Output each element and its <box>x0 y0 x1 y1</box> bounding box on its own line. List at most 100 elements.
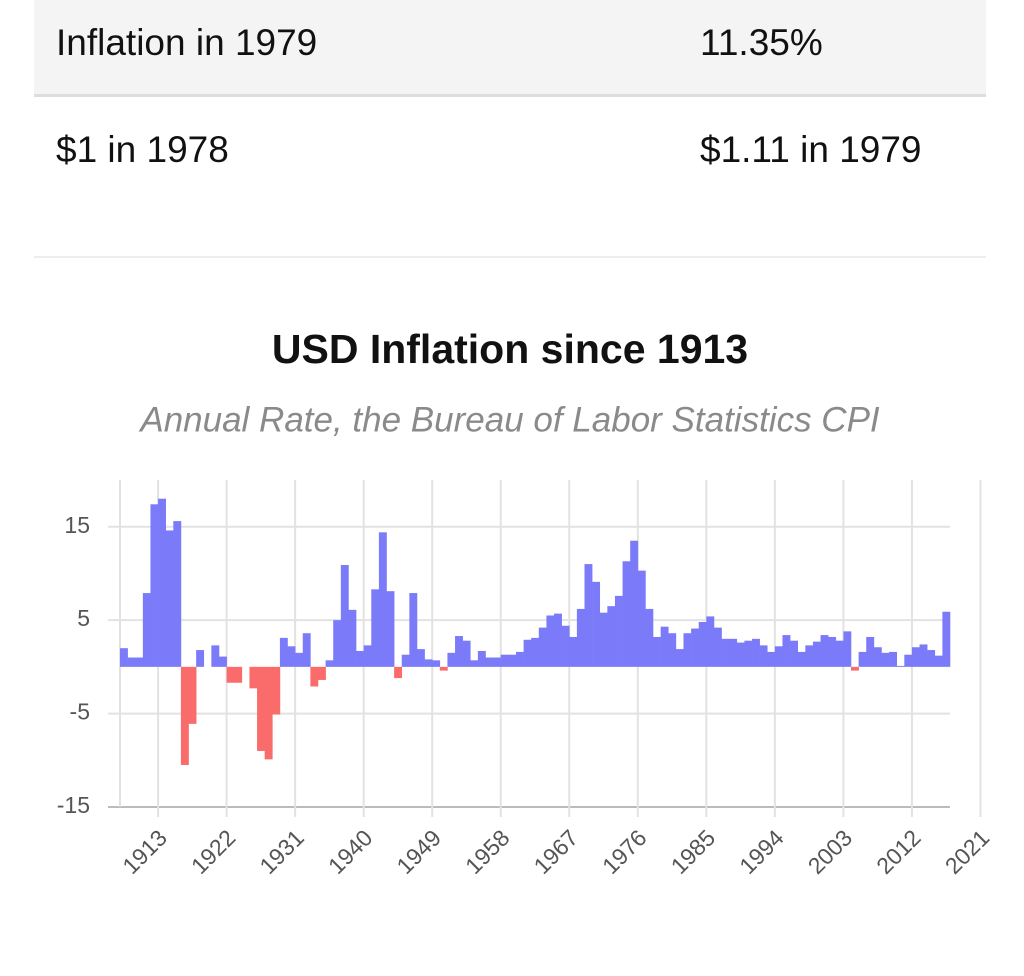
bar <box>135 657 144 667</box>
bar <box>150 504 159 667</box>
bar <box>919 644 928 667</box>
x-tick-label: 1958 <box>460 824 515 879</box>
bar <box>942 611 951 667</box>
bar <box>660 626 669 667</box>
x-tick-label: 2003 <box>803 824 858 879</box>
bar <box>576 608 585 667</box>
bar <box>180 666 189 765</box>
bar <box>211 645 220 667</box>
bar <box>873 647 882 667</box>
bar <box>371 589 380 667</box>
bar <box>272 666 281 715</box>
cell: Inflation in 1979 <box>56 22 318 63</box>
bar <box>531 637 540 667</box>
bar <box>142 593 151 667</box>
bar <box>866 636 875 667</box>
x-tick-label: 1949 <box>391 824 446 879</box>
bar <box>820 635 829 667</box>
bar <box>302 633 311 667</box>
bar <box>325 660 334 667</box>
bar <box>805 645 814 667</box>
bar <box>394 666 403 679</box>
bar <box>614 595 623 667</box>
x-tick-label: 2021 <box>940 824 995 879</box>
x-tick-label: 1931 <box>254 824 309 879</box>
y-tick-label: 15 <box>64 512 90 538</box>
table-row: $1 in 1978 $1.11 in 1979 <box>34 97 986 258</box>
bar <box>226 666 235 683</box>
bar <box>196 650 205 667</box>
bar <box>790 640 799 667</box>
bar <box>257 666 265 751</box>
x-tick-label: 1985 <box>666 824 721 879</box>
bar <box>546 615 555 667</box>
bar <box>127 657 136 667</box>
bar <box>264 666 273 760</box>
bar <box>812 641 821 667</box>
y-tick-label: -5 <box>70 699 90 725</box>
bar <box>500 654 509 667</box>
bar <box>378 532 387 667</box>
bar <box>630 540 639 667</box>
bar <box>607 606 616 667</box>
bar <box>851 666 859 671</box>
bar <box>759 645 768 667</box>
bar <box>363 645 372 667</box>
bar <box>538 627 547 667</box>
bar <box>767 651 776 667</box>
y-tick-label: 5 <box>77 605 90 631</box>
bar <box>477 650 486 667</box>
bar <box>797 651 806 667</box>
bar <box>683 633 692 667</box>
bar <box>333 620 342 667</box>
bar <box>934 655 943 667</box>
bar <box>173 521 182 667</box>
table-row: Inflation in 1979 11.35% <box>34 0 986 97</box>
bar <box>340 565 349 667</box>
x-tick-label: 1922 <box>186 824 241 879</box>
bar <box>310 666 319 687</box>
cell: 11.35% <box>700 22 823 63</box>
bar <box>691 628 700 667</box>
bar <box>279 637 288 667</box>
bar <box>927 650 936 667</box>
bar <box>424 659 433 667</box>
bar <box>462 640 471 667</box>
x-tick-label: 1967 <box>529 824 584 879</box>
bar <box>295 652 304 667</box>
bar <box>234 666 243 683</box>
bar <box>774 646 783 667</box>
x-tick-label: 2012 <box>871 824 926 879</box>
bar <box>493 657 502 667</box>
bar <box>515 651 524 667</box>
x-tick-label: 1976 <box>597 824 652 879</box>
bar <box>721 638 730 667</box>
bar <box>881 652 890 667</box>
bar <box>653 636 661 667</box>
chart-title: USD Inflation since 1913 <box>272 326 748 372</box>
bar <box>729 638 738 667</box>
bar <box>713 627 722 667</box>
bar <box>599 612 608 667</box>
bar <box>554 613 562 667</box>
bar <box>698 622 707 667</box>
bar <box>158 498 166 667</box>
bar <box>744 640 753 667</box>
bar <box>523 639 532 667</box>
bar <box>455 636 463 667</box>
y-tick-label: -15 <box>57 792 90 818</box>
bar <box>188 666 197 724</box>
cell: $1 in 1978 <box>56 129 229 170</box>
bar <box>736 642 745 667</box>
bar <box>165 530 174 667</box>
cell: $1.11 in 1979 <box>700 129 922 170</box>
bar <box>447 652 456 667</box>
bar <box>439 666 448 671</box>
bar <box>287 646 296 667</box>
bar <box>645 608 654 667</box>
bar <box>835 640 844 667</box>
bar <box>401 654 410 667</box>
bar <box>120 648 128 667</box>
